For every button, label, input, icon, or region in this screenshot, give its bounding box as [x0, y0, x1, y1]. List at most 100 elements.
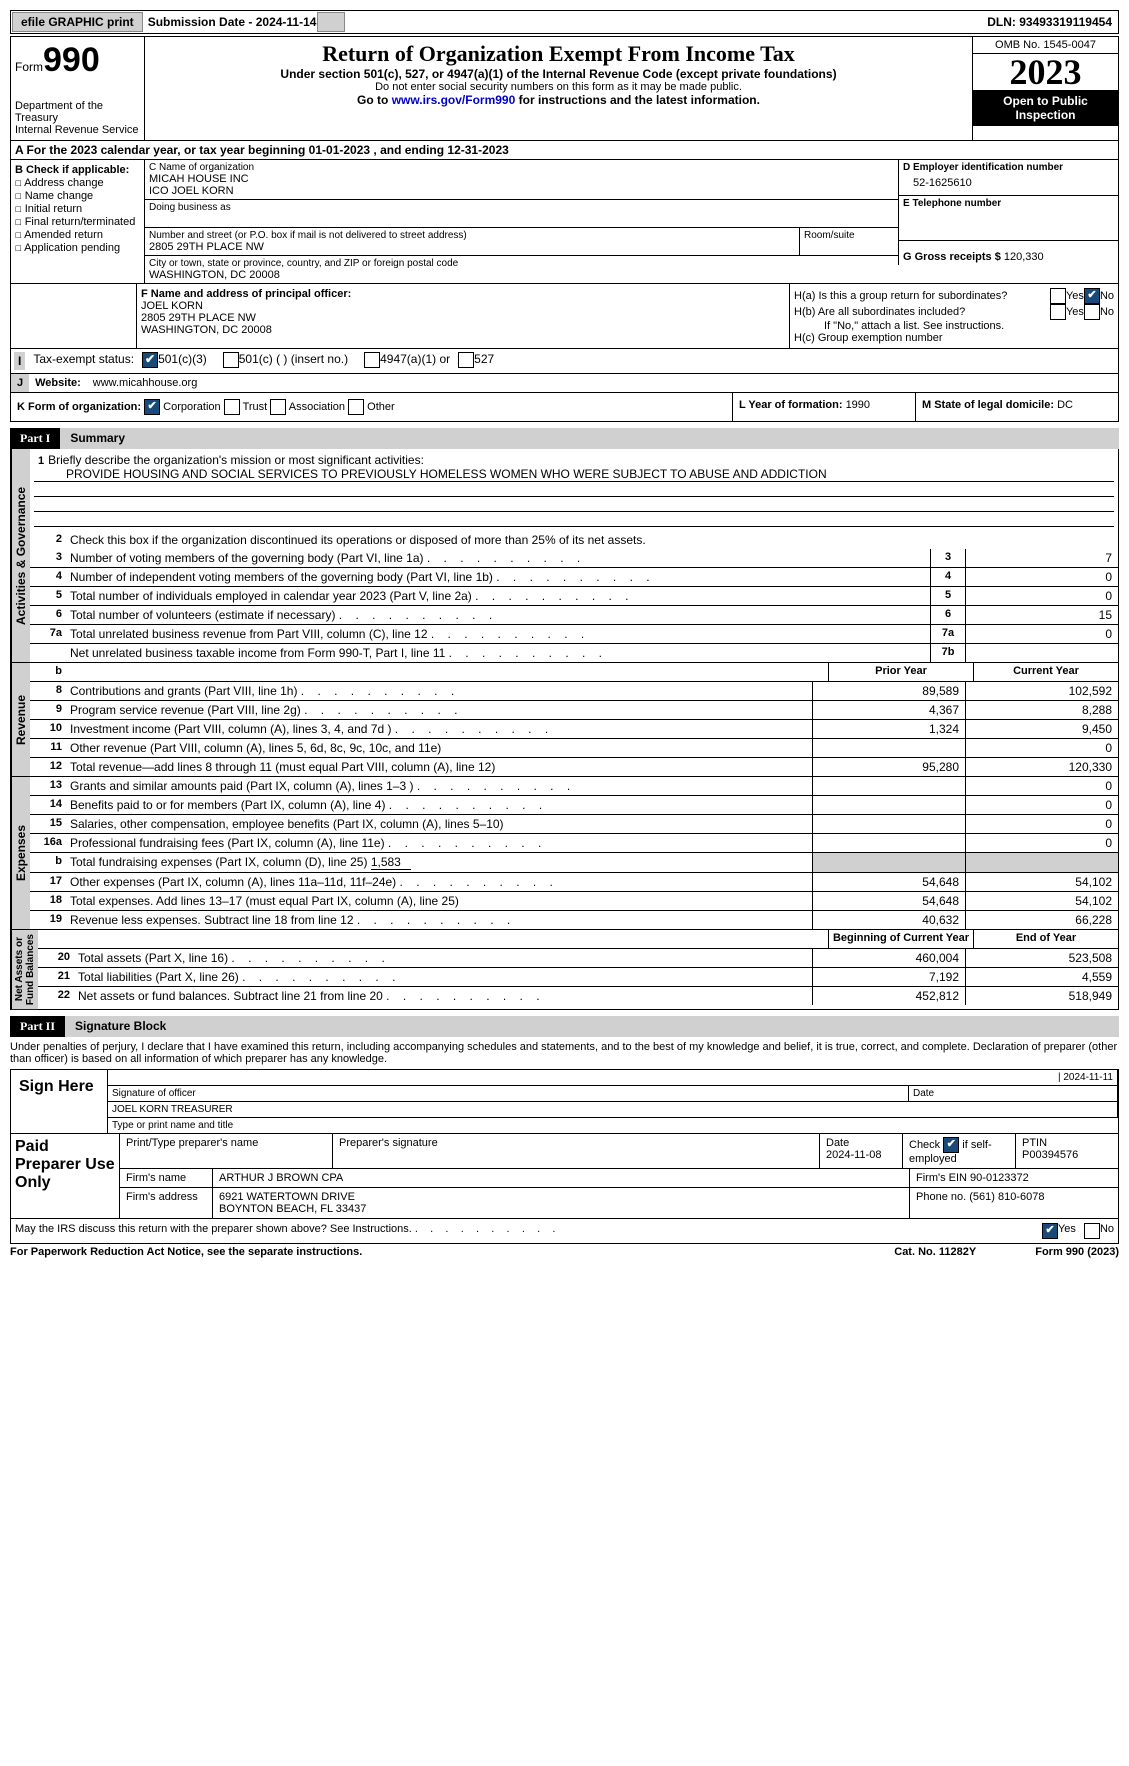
l1-desc: Briefly describe the organization's miss… [48, 453, 424, 467]
l12-desc: Total revenue—add lines 8 through 11 (mu… [66, 758, 812, 776]
k-label: K Form of organization: [17, 401, 141, 413]
officer-group-row: F Name and address of principal officer:… [10, 284, 1119, 349]
l16b-desc: Total fundraising expenses (Part IX, col… [66, 853, 812, 872]
sign-here-label: Sign Here [11, 1070, 108, 1133]
l3-val: 7 [965, 549, 1118, 567]
ha-no-checkbox[interactable]: ✔ [1084, 288, 1100, 304]
ptin: P00394576 [1022, 1149, 1078, 1161]
discuss-no-checkbox[interactable] [1084, 1223, 1100, 1239]
curr-year-hdr: Current Year [973, 663, 1118, 681]
prep-date-hdr: Date [826, 1137, 849, 1149]
gross-receipts: 120,330 [1004, 251, 1044, 263]
l11-desc: Other revenue (Part VIII, column (A), li… [66, 739, 812, 757]
l22-desc: Net assets or fund balances. Subtract li… [74, 987, 812, 1005]
l8-desc: Contributions and grants (Part VIII, lin… [66, 682, 812, 700]
firm-addr2: BOYNTON BEACH, FL 33437 [219, 1203, 903, 1215]
prep-name-hdr: Print/Type preparer's name [120, 1134, 333, 1168]
l3-desc: Number of voting members of the governin… [66, 549, 930, 567]
street-label: Number and street (or P.O. box if mail i… [149, 230, 795, 241]
l22-end: 518,949 [965, 987, 1118, 1005]
signature-block: Sign Here | 2024-11-11 Signature of offi… [10, 1069, 1119, 1134]
l9-curr: 8,288 [965, 701, 1118, 719]
website-label: Website: [29, 374, 87, 392]
form-number: 990 [43, 41, 100, 79]
self-emp-checkbox[interactable]: ✔ [943, 1137, 959, 1153]
discuss-text: May the IRS discuss this return with the… [15, 1223, 1042, 1239]
hb-no-checkbox[interactable] [1084, 304, 1100, 320]
opt-app-pending: ☐ Application pending [15, 241, 140, 254]
l20-end: 523,508 [965, 949, 1118, 967]
l7a-val: 0 [965, 625, 1118, 643]
ha-yes-checkbox[interactable] [1050, 288, 1066, 304]
submission-label: Submission Date - 2024-11-14 [148, 15, 317, 29]
assoc-checkbox[interactable] [270, 399, 286, 415]
4947-checkbox[interactable] [364, 352, 380, 368]
form-title: Return of Organization Exempt From Incom… [149, 41, 968, 67]
expenses-section: Expenses 13Grants and similar amounts pa… [10, 777, 1119, 930]
other-checkbox[interactable] [348, 399, 364, 415]
527-checkbox[interactable] [458, 352, 474, 368]
mission: PROVIDE HOUSING AND SOCIAL SERVICES TO P… [34, 467, 1114, 482]
firm-ein-label: Firm's EIN [916, 1172, 970, 1184]
efile-print-button[interactable]: efile GRAPHIC print [12, 12, 143, 32]
year-formation: 1990 [846, 399, 870, 411]
discuss-yes-checkbox[interactable]: ✔ [1042, 1223, 1058, 1239]
l12-prior: 95,280 [812, 758, 965, 776]
perjury-declaration: Under penalties of perjury, I declare th… [10, 1037, 1119, 1069]
opt-final-return: ☐ Final return/terminated [15, 215, 140, 228]
l19-desc: Revenue less expenses. Subtract line 18 … [66, 911, 812, 929]
form-word: Form [15, 60, 43, 74]
l11-prior [812, 739, 965, 757]
l11-curr: 0 [965, 739, 1118, 757]
street: 2805 29TH PLACE NW [149, 241, 795, 253]
l14-desc: Benefits paid to or for members (Part IX… [66, 796, 812, 814]
sig-date: 2024-11-11 [1063, 1072, 1113, 1083]
l17-curr: 54,102 [965, 873, 1118, 891]
l2-desc: Check this box if the organization disco… [66, 531, 1118, 549]
l9-desc: Program service revenue (Part VIII, line… [66, 701, 812, 719]
form-ref: Form 990 (2023) [1035, 1246, 1119, 1258]
irs-link[interactable]: www.irs.gov/Form990 [392, 93, 516, 107]
blank-button[interactable] [317, 12, 345, 32]
page-footer: For Paperwork Reduction Act Notice, see … [10, 1244, 1119, 1260]
goto-link-line: Go to www.irs.gov/Form990 for instructio… [149, 93, 968, 107]
l5-val: 0 [965, 587, 1118, 605]
hb-yes-checkbox[interactable] [1050, 304, 1066, 320]
form-org-row: K Form of organization: ✔ Corporation Tr… [10, 393, 1119, 422]
firm-name-label: Firm's name [120, 1169, 213, 1187]
paid-preparer-label: Paid Preparer Use Only [11, 1134, 120, 1218]
l21-end: 4,559 [965, 968, 1118, 986]
l10-desc: Investment income (Part VIII, column (A)… [66, 720, 812, 738]
state-domicile: DC [1057, 399, 1073, 411]
l7b-desc: Net unrelated business taxable income fr… [66, 644, 930, 662]
hc-label: H(c) Group exemption number [794, 332, 1114, 344]
prep-date: 2024-11-08 [826, 1149, 881, 1161]
name-label: C Name of organization [149, 162, 894, 173]
l18-desc: Total expenses. Add lines 13–17 (must eq… [66, 892, 812, 910]
top-bar: efile GRAPHIC print Submission Date - 20… [10, 10, 1119, 34]
tax-period: A For the 2023 calendar year, or tax yea… [10, 141, 1119, 160]
firm-name: ARTHUR J BROWN CPA [213, 1169, 910, 1187]
l10-curr: 9,450 [965, 720, 1118, 738]
net-assets-section: Net Assets or Fund Balances Beginning of… [10, 930, 1119, 1010]
opt-name-change: ☐ Name change [15, 189, 140, 202]
l5-desc: Total number of individuals employed in … [66, 587, 930, 605]
l20-desc: Total assets (Part X, line 16) [74, 949, 812, 967]
l13-curr: 0 [965, 777, 1118, 795]
officer-label: F Name and address of principal officer: [141, 288, 785, 300]
ag-label: Activities & Governance [11, 449, 30, 662]
l-label: L Year of formation: [739, 399, 846, 411]
hb-label: H(b) Are all subordinates included? [794, 306, 1050, 318]
trust-checkbox[interactable] [224, 399, 240, 415]
l20-beg: 460,004 [812, 949, 965, 967]
501c-checkbox[interactable] [223, 352, 239, 368]
501c3-checkbox[interactable]: ✔ [142, 352, 158, 368]
l17-desc: Other expenses (Part IX, column (A), lin… [66, 873, 812, 891]
l18-curr: 54,102 [965, 892, 1118, 910]
ssn-notice: Do not enter social security numbers on … [149, 81, 968, 93]
l8-curr: 102,592 [965, 682, 1118, 700]
firm-ein: 90-0123372 [970, 1172, 1029, 1184]
date-label: Date [909, 1086, 1118, 1101]
na-label: Net Assets or Fund Balances [11, 930, 38, 1009]
corp-checkbox[interactable]: ✔ [144, 399, 160, 415]
